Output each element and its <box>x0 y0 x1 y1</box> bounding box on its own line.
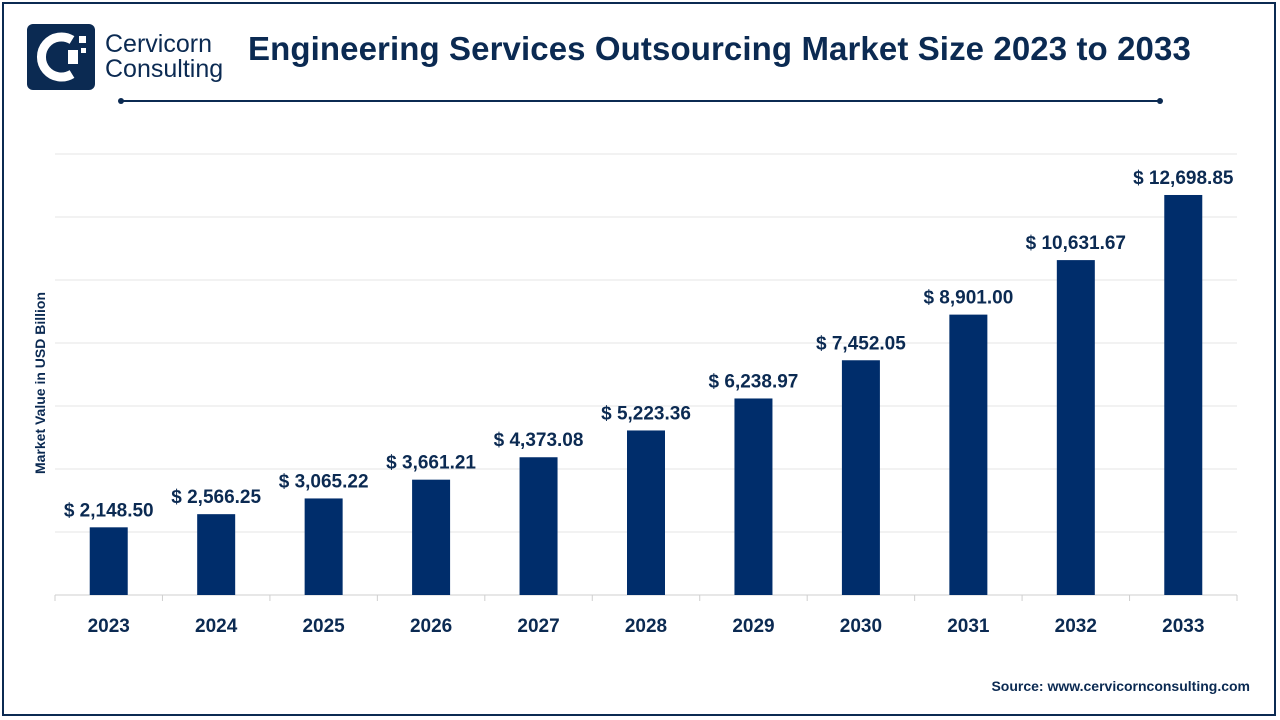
bar-2024 <box>197 514 236 595</box>
data-label-2023: $ 2,148.50 <box>64 500 154 521</box>
bar-2029 <box>734 398 773 595</box>
x-tick-label-2024: 2024 <box>195 616 238 637</box>
x-tick-label-2027: 2027 <box>517 616 559 637</box>
x-tick-label-2030: 2030 <box>840 616 882 637</box>
data-label-2027: $ 4,373.08 <box>494 430 584 451</box>
x-tick-label-2031: 2031 <box>947 616 990 637</box>
data-label-2030: $ 7,452.05 <box>816 333 906 354</box>
source-note: Source: www.cervicornconsulting.com <box>991 678 1250 694</box>
chart-title: Engineering Services Outsourcing Market … <box>248 30 1191 67</box>
bar-2033 <box>1164 194 1203 596</box>
logo-text-line2: Consulting <box>105 55 224 83</box>
x-tick-label-2032: 2032 <box>1055 616 1097 637</box>
bar-2028 <box>627 430 665 595</box>
x-tick-label-2033: 2033 <box>1162 616 1204 637</box>
bar-2032 <box>1056 260 1095 595</box>
bar-2027 <box>519 457 558 595</box>
data-label-2033: $ 12,698.85 <box>1133 168 1234 189</box>
data-label-2026: $ 3,661.21 <box>386 453 476 474</box>
data-label-2032: $ 10,631.67 <box>1026 233 1126 254</box>
data-label-2031: $ 8,901.00 <box>923 288 1013 309</box>
data-label-2024: $ 2,566.25 <box>171 487 261 508</box>
bar-2031 <box>949 314 988 595</box>
x-tick-label-2025: 2025 <box>302 616 345 637</box>
x-tick-label-2023: 2023 <box>88 616 130 637</box>
data-label-2025: $ 3,065.22 <box>279 471 369 492</box>
x-tick-label-2028: 2028 <box>625 616 667 637</box>
bar-2025 <box>304 498 343 595</box>
x-tick-label-2029: 2029 <box>732 616 774 637</box>
bar-2023 <box>89 527 128 595</box>
x-tick-label-2026: 2026 <box>410 616 452 637</box>
title-underline <box>118 98 1163 104</box>
data-label-2028: $ 5,223.36 <box>601 403 691 424</box>
bar-2030 <box>841 360 880 595</box>
brand-logo: Cervicorn Consulting <box>27 24 223 90</box>
bar-2026 <box>412 479 451 595</box>
cervicorn-logo-icon <box>27 24 95 90</box>
data-label-2029: $ 6,238.97 <box>709 371 799 392</box>
logo-text-line1: Cervicorn <box>105 30 212 58</box>
